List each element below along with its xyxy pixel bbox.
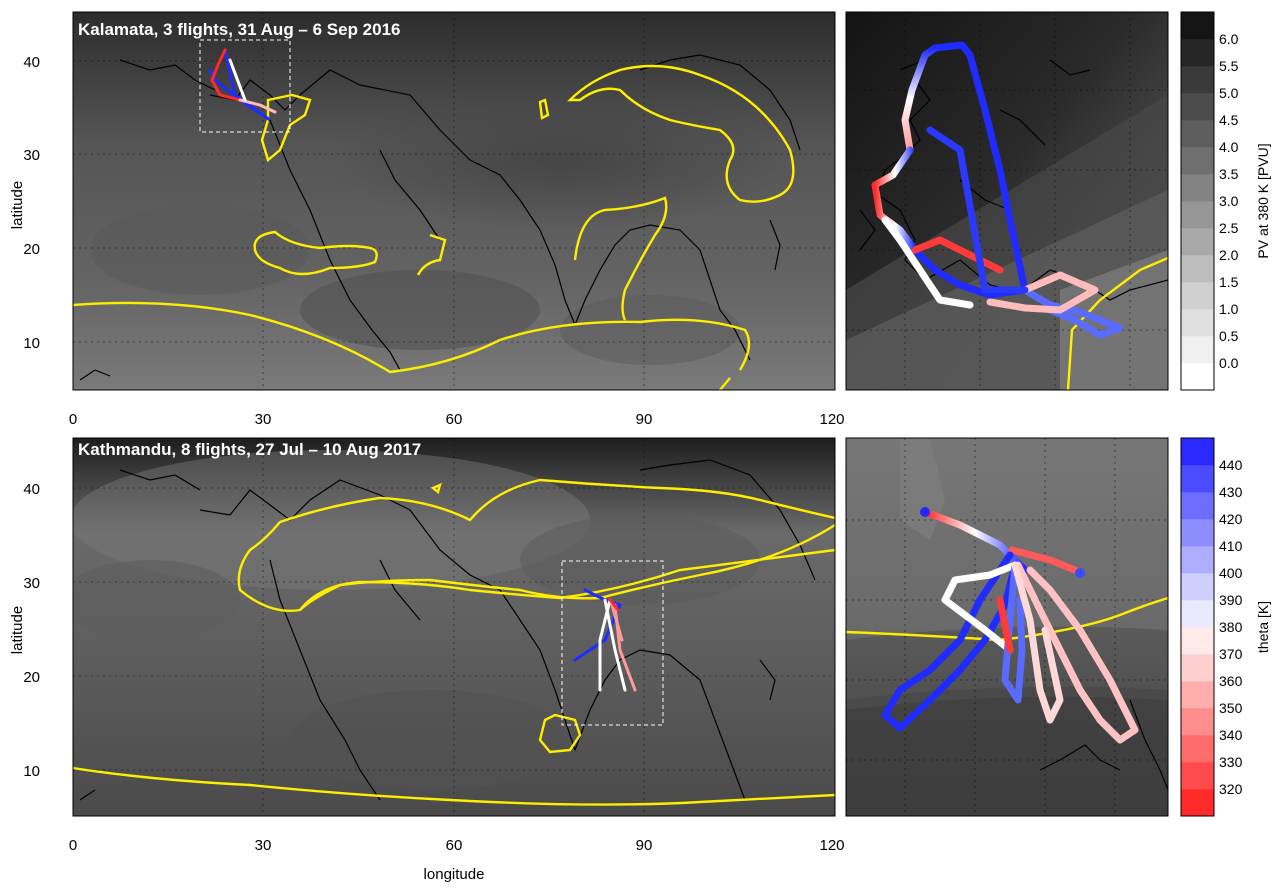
- colorbar-tick-label: 390: [1219, 592, 1243, 608]
- colorbar-swatch: [1181, 735, 1214, 763]
- colorbar-label: PV at 380 K [PVU]: [1255, 143, 1271, 258]
- colorbar-tick-label: 5.0: [1219, 85, 1239, 101]
- zoom-region-box: [199, 39, 291, 133]
- colorbar-swatch: [1181, 12, 1214, 40]
- colorbar-swatch: [1181, 120, 1214, 148]
- colorbar-swatch: [1181, 546, 1214, 574]
- flight-tracks-mini: [573, 588, 637, 692]
- map-panel-kalamata: Kalamata, 3 flights, 31 Aug – 6 Sep 2016: [72, 11, 836, 391]
- colorbar-frame: [1180, 11, 1215, 391]
- colorbar-swatch: [1181, 228, 1214, 256]
- colorbar-swatch: [1181, 627, 1214, 655]
- xtick-label: 120: [819, 411, 844, 428]
- ytick-label: 40: [23, 54, 40, 71]
- colorbar-theta: 320 330 340 350 360 370 380 390 400 410 420 430 440 t…: [1180, 437, 1271, 817]
- xtick-label: 0: [69, 411, 77, 428]
- x-axis-label: longitude: [424, 866, 485, 883]
- flight-tracks-zoom: [881, 508, 1139, 744]
- panel-title: Kalamata, 3 flights, 31 Aug – 6 Sep 2016: [78, 20, 401, 39]
- colorbar-tick-label: 4.5: [1219, 112, 1239, 128]
- colorbar-tick-label: 380: [1219, 619, 1243, 635]
- colorbar-swatch: [1181, 201, 1214, 229]
- colorbar-tick-label: 1.0: [1219, 301, 1239, 317]
- map-panel-kathmandu: Kathmandu, 8 flights, 27 Jul – 10 Aug 20…: [72, 437, 836, 817]
- colorbar-swatch: [1181, 654, 1214, 682]
- colorbar-tick-label: 410: [1219, 538, 1243, 554]
- colorbar-tick-label: 330: [1219, 754, 1243, 770]
- colorbar-tick-label: 6.0: [1219, 31, 1239, 47]
- colorbar-swatch: [1181, 336, 1214, 364]
- colorbar-swatch: [1181, 708, 1214, 736]
- colorbar-pv: 0.0 0.5 1.0 1.5 2.0 2.5 3.0 3.5 4.0 4.5 5.0 5.5 6.0 P…: [1180, 11, 1271, 391]
- colorbar-tick-label: 320: [1219, 781, 1243, 797]
- xtick-label: 30: [255, 837, 272, 854]
- xtick-label: 90: [636, 411, 653, 428]
- colorbar-swatch: [1181, 309, 1214, 337]
- colorbar-tick-label: 0.5: [1219, 328, 1239, 344]
- ytick-label: 10: [23, 763, 40, 780]
- colorbar-tick-label: 1.5: [1219, 274, 1239, 290]
- ytick-label: 40: [23, 481, 40, 498]
- zoom-region-box: [561, 560, 664, 726]
- colorbar-tick-label: 3.5: [1219, 166, 1239, 182]
- colorbar-swatch: [1181, 147, 1214, 175]
- ytick-label: 20: [23, 669, 40, 686]
- axes-panel-2: 40 30 20 10 0 30 60 90 120 latitude long…: [9, 481, 845, 883]
- xtick-label: 0: [69, 837, 77, 854]
- colorbar-swatch: [1181, 600, 1214, 628]
- colorbar-swatch: [1181, 789, 1214, 817]
- y-axis-label: latitude: [9, 606, 26, 654]
- colorbar-tick-label: 440: [1219, 457, 1243, 473]
- zoom-panel-kalamata: [845, 11, 1169, 391]
- colorbar-frame: [1180, 437, 1215, 817]
- xtick-label: 90: [636, 837, 653, 854]
- ytick-label: 30: [23, 575, 40, 592]
- colorbar-tick-label: 400: [1219, 565, 1243, 581]
- xtick-label: 60: [446, 837, 463, 854]
- colorbar-label: theta [K]: [1255, 601, 1271, 653]
- y-axis-label: latitude: [9, 181, 26, 229]
- colorbar-tick-label: 430: [1219, 484, 1243, 500]
- colorbar-tick-label: 2.0: [1219, 247, 1239, 263]
- colorbar-tick-label: 420: [1219, 511, 1243, 527]
- colorbar-tick-label: 3.0: [1219, 193, 1239, 209]
- colorbar-swatch: [1181, 282, 1214, 310]
- colorbar-swatch: [1181, 465, 1214, 493]
- panel-title: Kathmandu, 8 flights, 27 Jul – 10 Aug 20…: [78, 440, 421, 459]
- xtick-label: 30: [255, 411, 272, 428]
- colorbar-tick-label: 0.0: [1219, 355, 1239, 371]
- zoom-panel-kathmandu: [845, 437, 1169, 817]
- colorbar-swatch: [1181, 573, 1214, 601]
- colorbar-swatch: [1181, 681, 1214, 709]
- colorbar-tick-label: 360: [1219, 673, 1243, 689]
- colorbar-swatch: [1181, 255, 1214, 283]
- colorbar-swatch: [1181, 762, 1214, 790]
- colorbar-tick-label: 5.5: [1219, 58, 1239, 74]
- colorbar-tick-label: 340: [1219, 727, 1243, 743]
- colorbar-swatch: [1181, 363, 1214, 391]
- ytick-label: 10: [23, 335, 40, 352]
- colorbar-tick-label: 350: [1219, 700, 1243, 716]
- xtick-label: 60: [446, 411, 463, 428]
- xtick-label: 120: [819, 837, 844, 854]
- colorbar-tick-label: 2.5: [1219, 220, 1239, 236]
- pv-contour-lines: [73, 64, 795, 390]
- colorbar-tick-label: 4.0: [1219, 139, 1239, 155]
- colorbar-tick-label: 370: [1219, 646, 1243, 662]
- colorbar-swatch: [1181, 519, 1214, 547]
- colorbar-swatch: [1181, 174, 1214, 202]
- colorbar-swatch: [1181, 438, 1214, 466]
- colorbar-swatch: [1181, 93, 1214, 121]
- ytick-label: 30: [23, 147, 40, 164]
- colorbar-swatch: [1181, 66, 1214, 94]
- flight-tracks-mini: [208, 48, 277, 122]
- ytick-label: 20: [23, 241, 40, 258]
- colorbar-swatch: [1181, 39, 1214, 67]
- pv-contour-lines: [73, 478, 835, 806]
- colorbar-swatch: [1181, 492, 1214, 520]
- flight-tracks-zoom: [871, 41, 1124, 339]
- axes-panel-1: 40 30 20 10 0 30 60 90 120 latitude: [9, 54, 845, 428]
